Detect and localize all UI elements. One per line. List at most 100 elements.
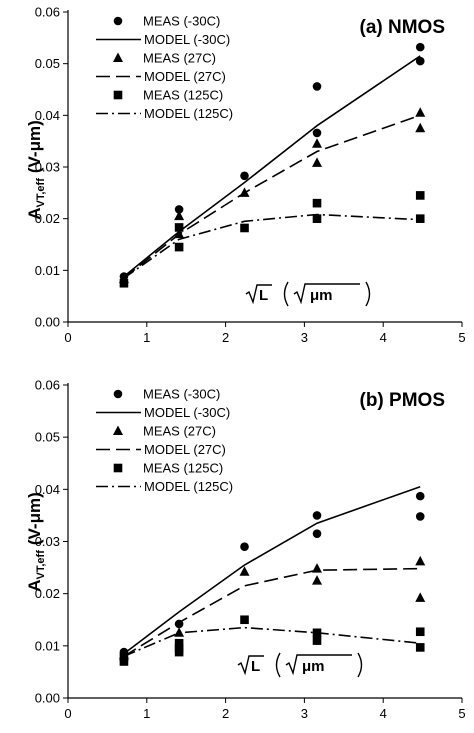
data-point-square — [174, 647, 184, 657]
y-tick-label: 0.05 — [35, 430, 60, 445]
x-tick-label: 4 — [380, 706, 387, 721]
x-axis-label-main: L — [251, 658, 260, 675]
data-point-circle — [174, 205, 184, 214]
data-point-square — [415, 627, 425, 637]
model-line — [123, 213, 421, 279]
y-axis-label: AVT,eff (V-μm) — [25, 492, 47, 592]
x-tick-label: 2 — [222, 330, 229, 345]
data-point-triangle — [239, 566, 250, 576]
data-point-circle — [415, 512, 425, 521]
legend-label: MODEL (-30C) — [144, 32, 230, 47]
data-point-square — [119, 657, 129, 666]
model-line — [123, 626, 421, 658]
data-point-circle — [312, 511, 322, 520]
y-tick-label: 0.06 — [35, 5, 60, 20]
data-point-square — [415, 214, 425, 223]
sqrt-symbol — [293, 283, 360, 305]
legend-symbol — [113, 389, 123, 399]
sqrt-symbol — [245, 284, 272, 305]
series-meas-27c — [118, 555, 426, 660]
paren-left — [283, 281, 289, 307]
legend-symbol — [113, 90, 123, 100]
y-tick-label: 0.05 — [35, 56, 60, 71]
data-point-square — [174, 638, 184, 648]
data-point-circle — [415, 56, 425, 66]
data-point-square — [415, 643, 425, 652]
data-point-triangle — [312, 157, 323, 167]
chart-title: (b) PMOS — [360, 390, 446, 411]
x-tick-label: 2 — [222, 706, 229, 721]
model-line — [123, 114, 421, 279]
data-point-circle — [415, 491, 425, 501]
legend-label: MEAS (-30C) — [143, 14, 220, 29]
legend-label: MEAS (27C) — [143, 51, 216, 66]
legend-label: MEAS (125C) — [143, 461, 223, 476]
x-tick-label: 0 — [64, 706, 71, 721]
y-tick-label: 0.03 — [35, 160, 60, 175]
data-point-square — [312, 636, 322, 645]
x-tick-label: 5 — [458, 330, 465, 345]
y-tick-label: 0.00 — [35, 315, 60, 330]
data-point-square — [312, 214, 322, 223]
legend-label: MEAS (27C) — [143, 424, 216, 439]
x-axis-label-unit: μm — [302, 658, 325, 675]
series-model-30c — [123, 55, 421, 278]
paren-right — [357, 652, 363, 678]
y-axis-label-main: A — [25, 579, 44, 591]
model-line — [123, 485, 421, 655]
legend-marker — [113, 389, 123, 399]
legend-label: MEAS (-30C) — [143, 387, 220, 402]
series-meas-27c — [118, 107, 426, 284]
legend-symbol — [113, 463, 123, 473]
sqrt-symbol — [237, 655, 264, 676]
data-point-square — [415, 191, 425, 200]
paren-right — [365, 281, 371, 307]
data-point-triangle — [415, 122, 426, 133]
model-line — [123, 567, 421, 657]
paren-left — [275, 652, 281, 678]
data-point-square — [119, 278, 129, 288]
y-axis-label: AVT,eff (V-μm) — [25, 120, 47, 220]
legend-label: MODEL (27C) — [144, 442, 226, 457]
y-tick-label: 0.04 — [35, 482, 60, 497]
data-point-triangle — [415, 555, 426, 566]
series-model-125c — [123, 213, 421, 279]
legend-marker — [113, 52, 123, 62]
legend-label: MEAS (125C) — [143, 88, 223, 103]
data-point-triangle — [415, 592, 426, 602]
data-point-square — [240, 615, 249, 625]
y-tick-label: 0.03 — [35, 534, 60, 549]
sqrt-symbol — [285, 654, 352, 676]
chart-panel: 0.00 0.01 0.02 0.03 0.04 0.05 0.06 0 1 2 3 4 5 (b) PM… — [25, 378, 466, 722]
data-point-circle — [415, 42, 425, 52]
legend: MEAS (-30C) MODEL (-30C) MEAS (27C) MODEL (… — [96, 387, 233, 494]
y-tick-label: 0.02 — [35, 586, 60, 601]
legend: MEAS (-30C) MODEL (-30C) MEAS (27C) MODEL (… — [96, 14, 233, 121]
y-tick-label: 0.01 — [35, 638, 60, 653]
y-axis-label-sub: VT,eff — [35, 550, 47, 580]
data-point-square — [174, 223, 184, 232]
legend-symbol — [113, 16, 123, 26]
x-tick-label: 3 — [301, 330, 308, 345]
data-point-circle — [312, 82, 322, 91]
y-axis-label-main: A — [25, 207, 44, 219]
x-tick-label: 1 — [143, 330, 150, 345]
x-tick-label: 5 — [458, 706, 465, 721]
x-axis-label-main: L — [259, 287, 268, 304]
data-point-square — [240, 223, 249, 233]
y-tick-label: 0.02 — [35, 211, 60, 226]
data-point-triangle — [415, 107, 426, 117]
series-model-27c — [123, 114, 421, 279]
y-tick-label: 0.04 — [35, 108, 60, 123]
legend-label: MODEL (125C) — [144, 479, 233, 494]
y-tick-label: 0.00 — [35, 691, 60, 706]
legend-symbol — [113, 425, 123, 435]
model-line — [123, 55, 421, 278]
y-tick-label: 0.06 — [35, 378, 60, 393]
data-point-triangle — [312, 575, 323, 585]
y-axis-label-sub: VT,eff — [35, 178, 47, 208]
legend-marker — [113, 90, 123, 100]
